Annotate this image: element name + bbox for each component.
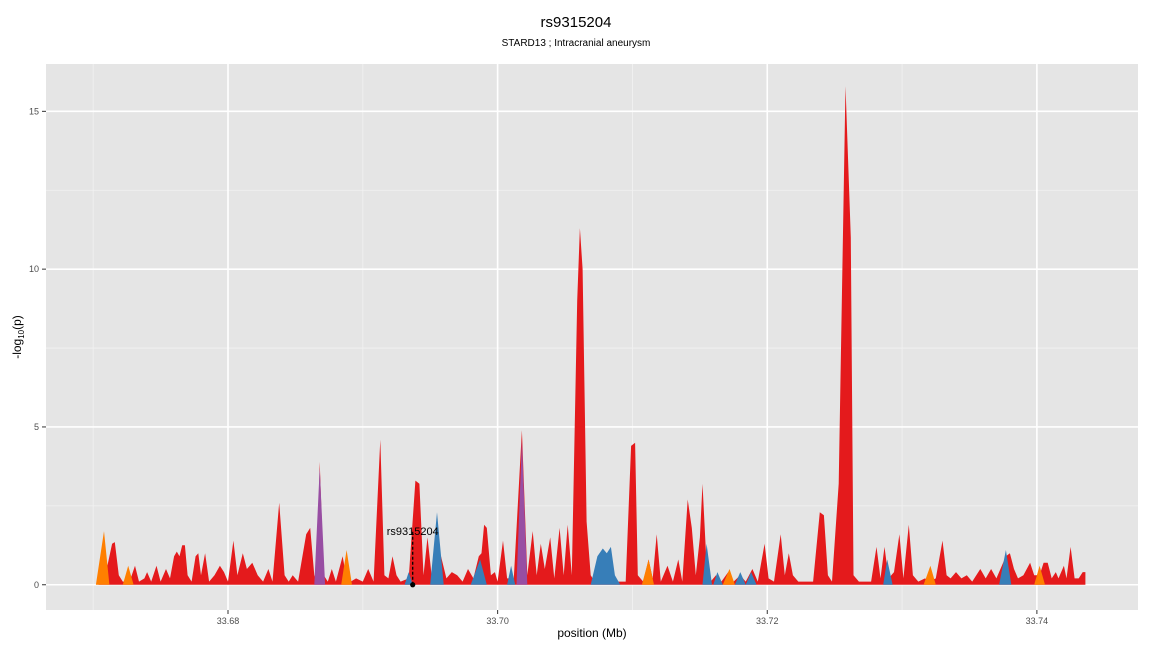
x-axis-ticks: 33.68 33.70 33.72 33.74 [217,610,1048,626]
annotation-point [410,582,416,588]
x-tick-label: 33.72 [756,616,779,626]
chart-title: rs9315204 [540,14,612,31]
y-axis-title-tail: (p) [10,315,24,330]
annotation-layer: rs9315204 [387,526,439,588]
x-tick-label: 33.70 [486,616,509,626]
series-area-blue [404,512,1012,585]
x-tick-label: 33.74 [1026,616,1049,626]
y-axis-title-main: -log [10,339,24,359]
y-tick-label: 5 [34,422,39,432]
y-tick-label: 0 [34,580,39,590]
y-axis-title-sub: 10 [17,329,26,338]
y-tick-label: 10 [29,264,39,274]
y-axis-ticks: 0 5 10 15 [29,106,46,590]
x-axis-title: position (Mb) [557,626,626,640]
chart-subtitle: STARD13 ; Intracranial aneurysm [501,38,651,49]
y-axis-title: -log10(p) [10,315,26,359]
series-layer [95,86,1086,585]
annotation-label: rs9315204 [387,526,439,538]
y-tick-label: 15 [29,106,39,116]
x-tick-label: 33.68 [217,616,240,626]
plot-panel [46,64,1138,610]
